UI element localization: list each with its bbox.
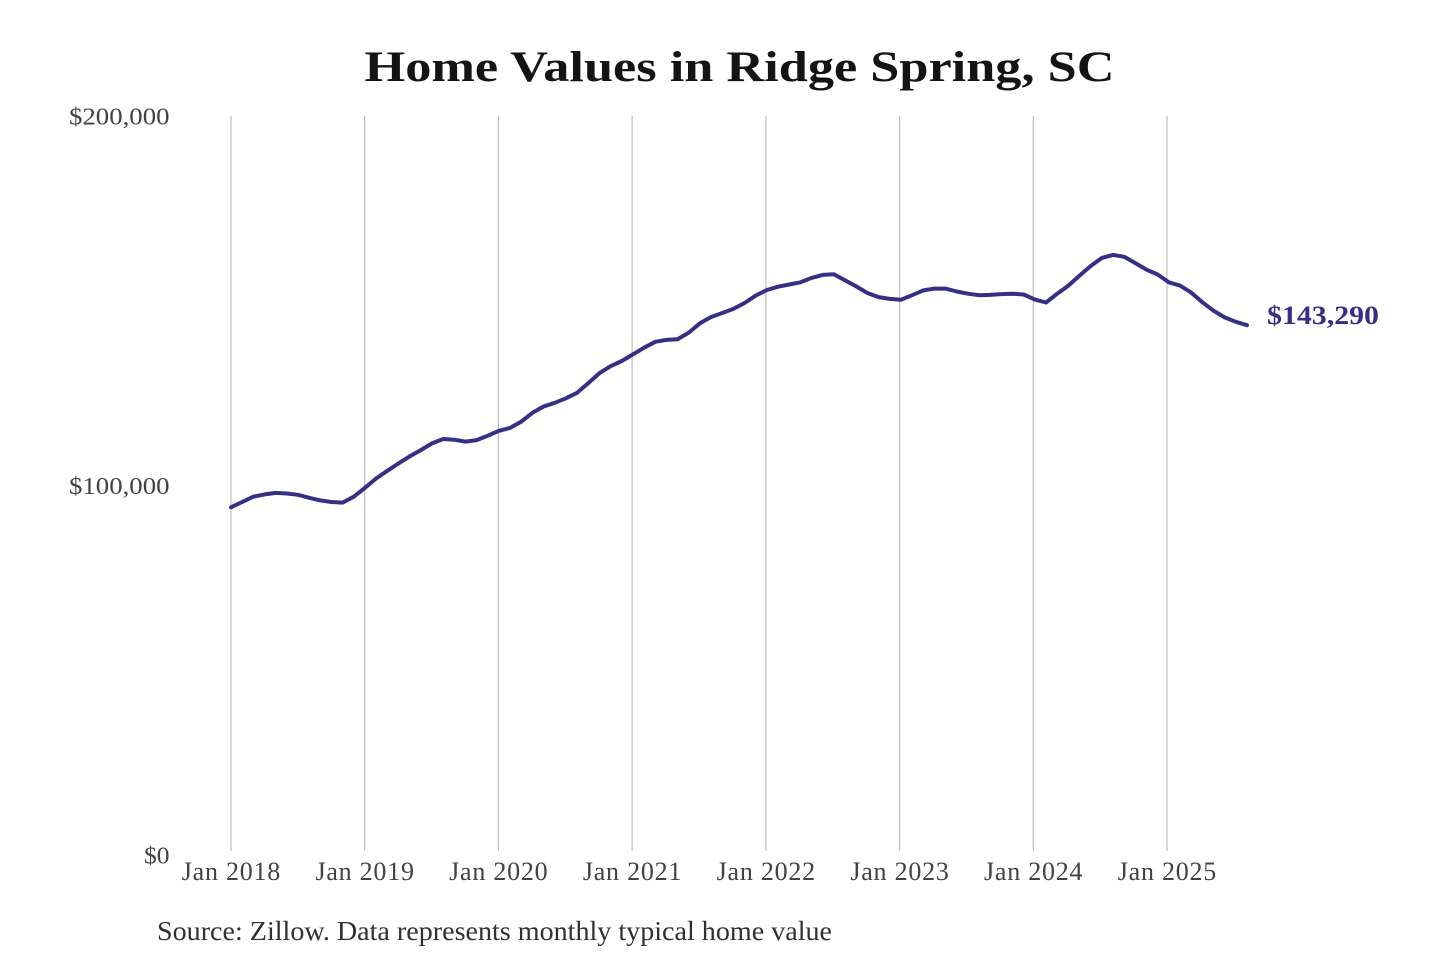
svg-text:$200,000: $200,000 — [69, 105, 170, 131]
svg-text:Home Values in Ridge Spring, S: Home Values in Ridge Spring, SC — [365, 44, 1115, 91]
svg-text:Jan 2023: Jan 2023 — [850, 857, 949, 886]
svg-text:Jan 2024: Jan 2024 — [984, 857, 1083, 886]
svg-text:Jan 2021: Jan 2021 — [583, 857, 682, 886]
svg-text:Jan 2022: Jan 2022 — [717, 857, 816, 886]
svg-text:$100,000: $100,000 — [69, 474, 170, 500]
svg-text:Jan 2019: Jan 2019 — [315, 857, 414, 886]
svg-text:Jan 2025: Jan 2025 — [1118, 857, 1217, 886]
svg-text:Source: Zillow. Data represent: Source: Zillow. Data represents monthly … — [157, 915, 832, 946]
svg-text:$143,290: $143,290 — [1267, 300, 1379, 330]
svg-text:Jan 2020: Jan 2020 — [449, 857, 548, 886]
svg-text:Jan 2018: Jan 2018 — [182, 857, 281, 886]
svg-text:$0: $0 — [144, 843, 170, 869]
